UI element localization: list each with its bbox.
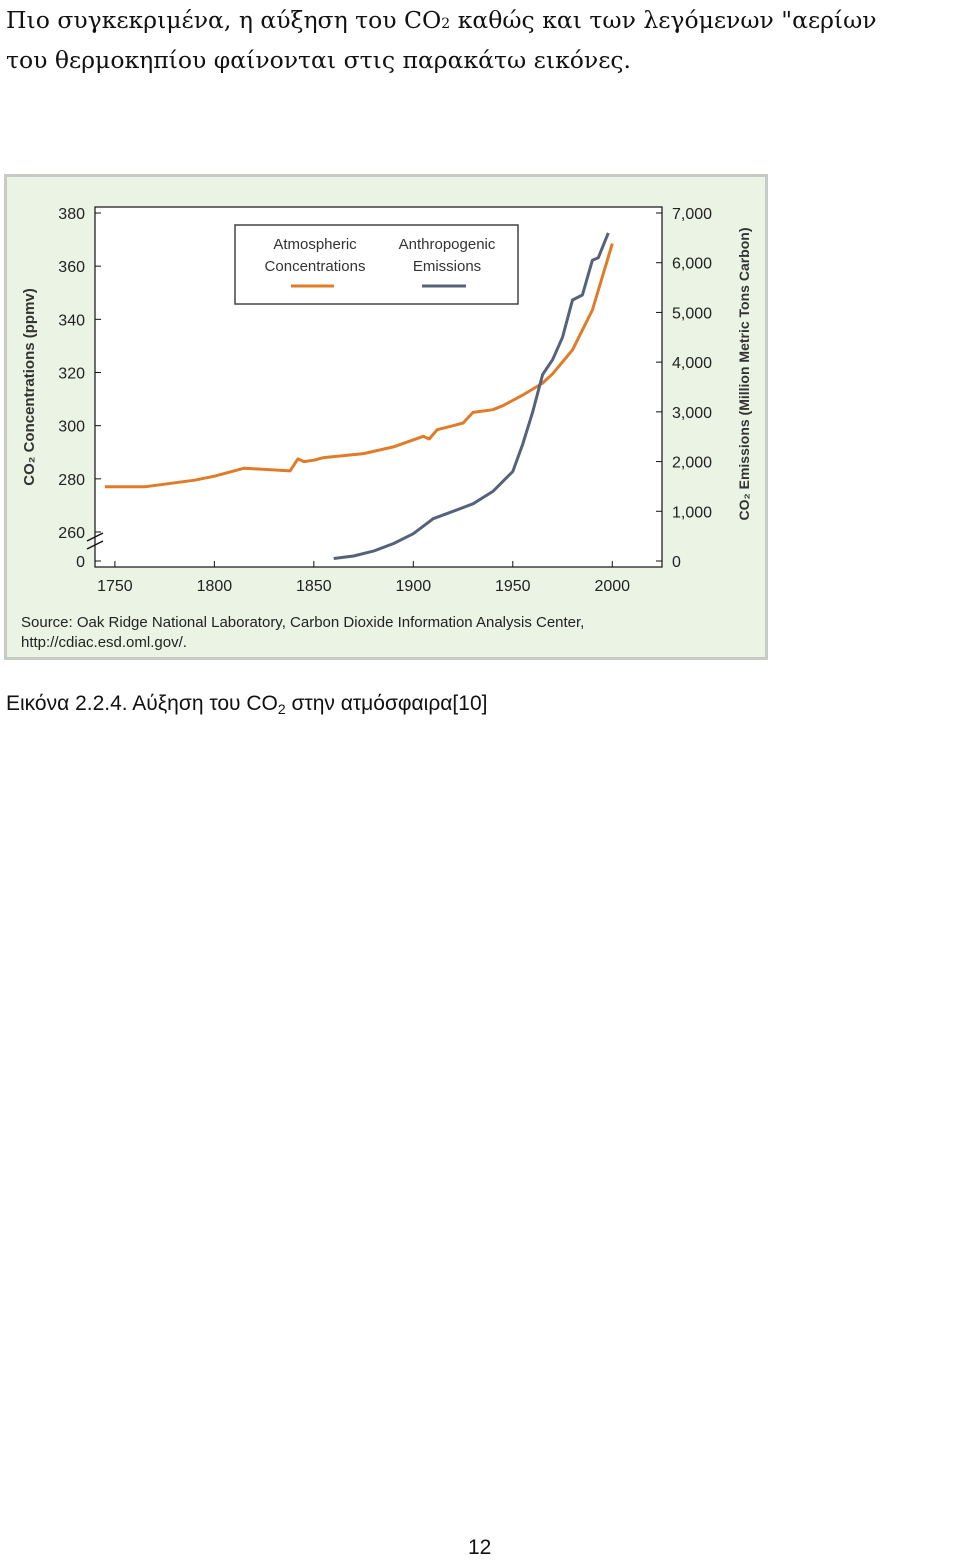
chart-source-line-1: Source: Oak Ridge National Laboratory, C… bbox=[21, 614, 584, 631]
y-left-tick-label: 320 bbox=[58, 366, 85, 383]
paragraph-text: Πιο συγκεκριμένα, η αύξηση του CO bbox=[6, 6, 442, 34]
caption-subscript: 2 bbox=[277, 701, 286, 717]
y-left-tick-label: 360 bbox=[58, 259, 85, 276]
legend-label-emissions-line2: Emissions bbox=[413, 258, 481, 275]
x-tick-label: 1950 bbox=[495, 578, 531, 595]
y-left-tick-label: 0 bbox=[76, 554, 85, 571]
legend-label-concentrations-line2: Concentrations bbox=[265, 258, 366, 275]
intro-paragraph: Πιο συγκεκριμένα, η αύξηση του CO2 καθώς… bbox=[6, 0, 958, 80]
y-right-tick-label: 6,000 bbox=[672, 256, 712, 273]
paragraph-line-1: Πιο συγκεκριμένα, η αύξηση του CO2 καθώς… bbox=[6, 0, 958, 40]
co2-chart: 1750 1800 1850 1900 1950 2000 0 260 280 300 320 34… bbox=[21, 206, 752, 651]
y-right-tick-label: 3,000 bbox=[672, 405, 712, 422]
y-axis-left-title: CO₂ Concentrations (ppmv) bbox=[21, 288, 38, 486]
chart-source-line-2: http://cdiac.esd.oml.gov/. bbox=[21, 634, 187, 651]
y-right-tick-label: 7,000 bbox=[672, 206, 712, 223]
y-left-tick-label: 260 bbox=[58, 525, 85, 542]
y-right-tick-label: 2,000 bbox=[672, 455, 712, 472]
series-line-emissions bbox=[333, 232, 610, 560]
axis-break-icon bbox=[86, 532, 104, 550]
x-tick-label: 2000 bbox=[594, 578, 630, 595]
x-tick-label: 1750 bbox=[97, 578, 133, 595]
subscript: 2 bbox=[441, 16, 451, 32]
paragraph-line-2: του θερμοκηπίου φαίνονται στις παρακάτω … bbox=[6, 46, 631, 74]
x-tick-label: 1800 bbox=[197, 578, 233, 595]
y-left-tick-label: 340 bbox=[58, 312, 85, 329]
co2-chart-figure: 1750 1800 1850 1900 1950 2000 0 260 280 300 320 34… bbox=[4, 174, 768, 660]
x-tick-label: 1900 bbox=[396, 578, 432, 595]
legend-box bbox=[234, 224, 519, 305]
legend-label-emissions-line1: Anthropogenic bbox=[399, 236, 496, 253]
figure-caption: Εικόνα 2.2.4. Αύξηση του CO2 στην ατμόσφ… bbox=[6, 692, 487, 717]
legend: Atmospheric Concentrations Anthropogenic… bbox=[234, 224, 519, 305]
y-axis-right-title: CO₂ Emissions (Million Metric Tons Carbo… bbox=[736, 228, 752, 521]
caption-text: Εικόνα 2.2.4. Αύξηση του CO bbox=[6, 692, 278, 715]
y-left-tick-label: 280 bbox=[58, 472, 85, 489]
y-right-tick-label: 5,000 bbox=[672, 305, 712, 322]
y-right-tick-label: 4,000 bbox=[672, 355, 712, 372]
legend-label-concentrations-line1: Atmospheric bbox=[273, 236, 357, 253]
caption-text: στην ατμόσφαιρα[10] bbox=[285, 692, 488, 715]
paragraph-text: καθώς και των λεγόμενων "αερίων bbox=[450, 6, 877, 34]
y-right-tick-label: 0 bbox=[672, 554, 681, 571]
y-left-tick-label: 300 bbox=[58, 419, 85, 436]
y-right-tick-label: 1,000 bbox=[672, 504, 712, 521]
x-tick-label: 1850 bbox=[296, 578, 332, 595]
y-left-tick-label: 380 bbox=[58, 206, 85, 223]
page-number: 12 bbox=[468, 1536, 492, 1559]
